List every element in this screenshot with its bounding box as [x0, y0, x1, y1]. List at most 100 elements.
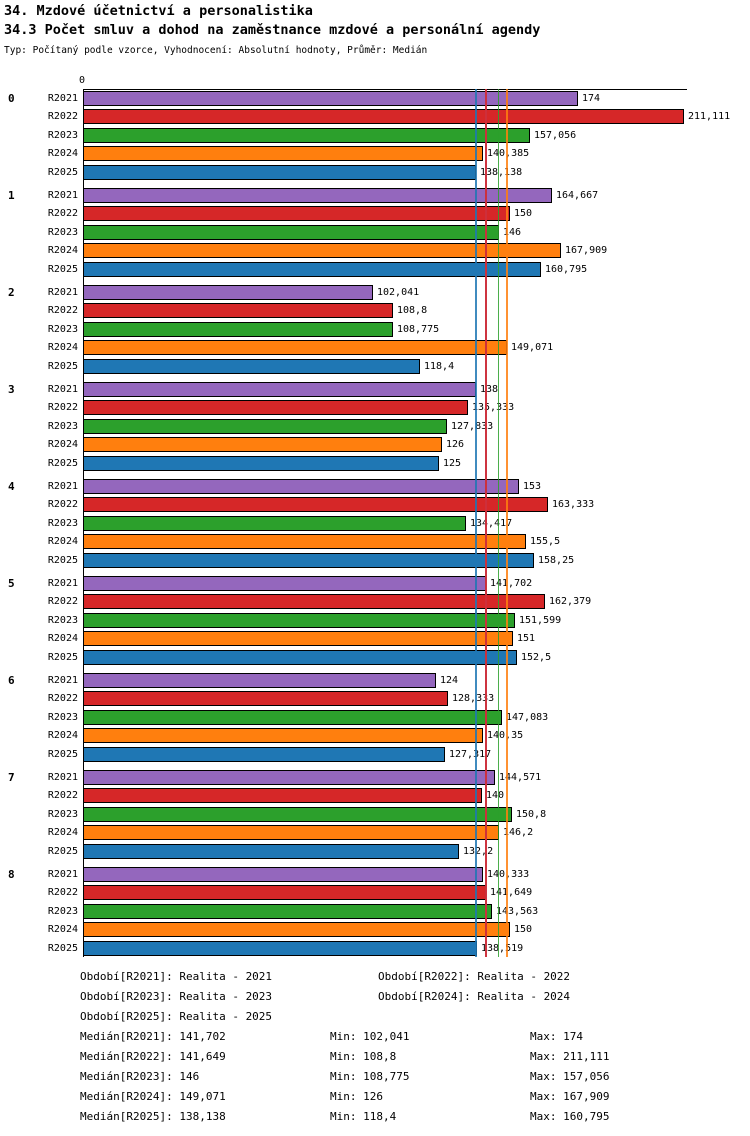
bar-r2021	[83, 285, 373, 300]
axis-origin-tick-label: 0	[79, 75, 86, 86]
series-label: R2022	[47, 499, 78, 511]
series-label: R2023	[47, 517, 78, 529]
category-label: 7	[8, 771, 15, 784]
bar-value-label: 141,702	[490, 578, 533, 589]
x-axis-line	[83, 89, 687, 90]
series-label: R2024	[47, 148, 78, 160]
series-label: R2022	[47, 596, 78, 608]
bar-r2025	[83, 649, 517, 665]
bar-value-label: 149,071	[511, 342, 554, 354]
series-label: R2025	[47, 263, 78, 275]
bar-r2024	[83, 728, 483, 744]
chart-title: 34.3 Počet smluv a dohod na zaměstnance …	[4, 22, 541, 38]
chart-meta: Typ: Počítaný podle vzorce, Vyhodnocení:…	[4, 45, 428, 56]
bar-r2025	[83, 843, 459, 859]
bar-value-label: 155,5	[530, 536, 561, 548]
series-label: R2022	[47, 693, 78, 705]
bar-r2022	[83, 109, 684, 125]
bar-value-label: 146,2	[503, 827, 534, 839]
bar-r2024	[83, 534, 526, 550]
bar-value-label: 102,041	[377, 287, 420, 298]
bar-r2024	[83, 631, 513, 647]
series-label: R2021	[47, 578, 78, 589]
stat-min-r2023: Min: 108,775	[330, 1070, 410, 1083]
bar-value-label: 162,379	[549, 596, 592, 608]
category-label: 5	[8, 577, 15, 590]
series-label: R2022	[47, 790, 78, 802]
stat-max-r2025: Max: 160,795	[530, 1110, 610, 1123]
series-label: R2024	[47, 536, 78, 548]
series-label: R2022	[47, 305, 78, 317]
legend-item-r2022: Období[R2022]: Realita - 2022	[378, 970, 571, 983]
median-line-r2023	[497, 89, 500, 957]
bar-r2021	[83, 479, 519, 494]
series-label: R2025	[47, 554, 78, 566]
stat-median-r2024: Medián[R2024]: 149,071	[80, 1090, 226, 1103]
category-label: 3	[8, 383, 15, 396]
series-label: R2021	[47, 675, 78, 686]
bar-r2023	[83, 321, 393, 337]
bar-r2025	[83, 455, 439, 471]
series-label: R2021	[47, 287, 78, 298]
bar-value-label: 118,4	[424, 360, 455, 372]
stat-median-r2025: Medián[R2025]: 138,138	[80, 1110, 226, 1123]
category-label: 0	[8, 92, 15, 105]
bar-value-label: 135,333	[472, 402, 515, 414]
bar-value-label: 126	[446, 439, 465, 451]
stat-max-r2024: Max: 167,909	[530, 1090, 610, 1103]
bar-r2022	[83, 400, 468, 416]
legend-item-r2023: Období[R2023]: Realita - 2023	[80, 990, 273, 1003]
bar-value-label: 150	[514, 208, 533, 220]
stat-min-r2024: Min: 126	[330, 1090, 383, 1103]
bar-r2024	[83, 243, 561, 259]
series-label: R2023	[47, 323, 78, 335]
bar-r2021	[83, 91, 578, 106]
bar-value-label: 108,8	[397, 305, 428, 317]
bar-r2025	[83, 746, 445, 762]
bar-r2023	[83, 418, 447, 434]
bar-value-label: 150,8	[516, 808, 547, 820]
series-label: R2025	[47, 360, 78, 372]
series-label: R2023	[47, 226, 78, 238]
bar-value-label: 127,833	[451, 420, 494, 432]
bar-r2023	[83, 127, 530, 143]
bar-r2022	[83, 497, 548, 513]
bar-value-label: 141,649	[490, 887, 533, 899]
bar-value-label: 143,563	[496, 905, 539, 917]
stat-max-r2023: Max: 157,056	[530, 1070, 610, 1083]
bar-r2025	[83, 261, 541, 277]
series-label: R2023	[47, 905, 78, 917]
bar-value-label: 127,317	[449, 748, 492, 760]
bar-r2023	[83, 903, 492, 919]
series-label: R2024	[47, 730, 78, 742]
bar-value-label: 144,571	[499, 772, 542, 783]
bar-value-label: 153	[523, 481, 542, 492]
bar-r2022	[83, 788, 482, 804]
stat-median-r2022: Medián[R2022]: 141,649	[80, 1050, 226, 1063]
category-label: 8	[8, 868, 15, 881]
series-label: R2021	[47, 869, 78, 880]
series-label: R2022	[47, 887, 78, 899]
series-label: R2021	[47, 190, 78, 201]
bar-value-label: 140	[486, 790, 505, 802]
series-label: R2021	[47, 481, 78, 492]
bar-r2025	[83, 358, 420, 374]
bar-r2022	[83, 303, 393, 319]
bar-r2021	[83, 673, 436, 688]
bar-value-label: 138	[480, 384, 499, 395]
stat-min-r2022: Min: 108,8	[330, 1050, 397, 1063]
bar-value-label: 147,083	[506, 711, 549, 723]
bar-value-label: 146	[503, 226, 522, 238]
bar-value-label: 132,2	[463, 845, 494, 857]
legend-item-r2024: Období[R2024]: Realita - 2024	[378, 990, 571, 1003]
stat-min-r2025: Min: 118,4	[330, 1110, 397, 1123]
bar-value-label: 164,667	[556, 190, 599, 201]
stat-median-r2023: Medián[R2023]: 146	[80, 1070, 200, 1083]
bar-r2022	[83, 594, 545, 610]
bar-r2023	[83, 806, 512, 822]
series-label: R2025	[47, 748, 78, 760]
legend-item-r2021: Období[R2021]: Realita - 2021	[80, 970, 273, 983]
series-label: R2022	[47, 402, 78, 414]
